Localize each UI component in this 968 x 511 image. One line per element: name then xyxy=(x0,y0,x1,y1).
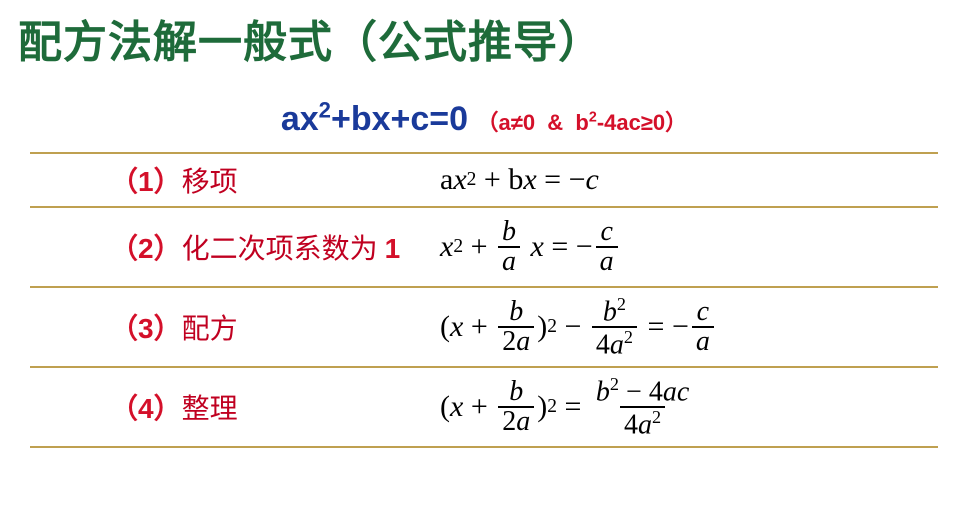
step-number: （3） xyxy=(110,313,182,344)
step-extra-number: 1 xyxy=(385,233,401,264)
step-row: （3）配方(x + b2a)2 − b24a2 = −ca xyxy=(30,288,938,366)
step-text: 移项 xyxy=(182,167,238,198)
step-label: （4）整理 xyxy=(110,387,440,427)
step-text: 配方 xyxy=(182,314,238,345)
divider xyxy=(30,446,938,448)
step-text: 整理 xyxy=(182,394,238,425)
main-equation: ax2+bx+c=0 xyxy=(281,100,468,138)
step-math: (x + b2a)2 = b2 − 4ac4a2 xyxy=(440,375,938,440)
steps-table: （1）移项ax2 + bx = −c（2）化二次项系数为 1x2 + ba x … xyxy=(30,152,938,448)
step-row: （4）整理(x + b2a)2 = b2 − 4ac4a2 xyxy=(30,368,938,446)
page-title: 配方法解一般式（公式推导） xyxy=(18,6,603,70)
step-number: （1） xyxy=(110,166,182,197)
step-row: （2）化二次项系数为 1x2 + ba x = −ca xyxy=(30,208,938,286)
step-label: （1）移项 xyxy=(110,160,440,200)
step-math: x2 + ba x = −ca xyxy=(440,218,938,276)
step-number: （4） xyxy=(110,393,182,424)
step-text: 化二次项系数为 xyxy=(182,234,385,265)
equation-header: ax2+bx+c=0 （a≠0 & b2-4ac≥0） xyxy=(0,98,968,139)
step-math: (x + b2a)2 − b24a2 = −ca xyxy=(440,295,938,360)
step-math: ax2 + bx = −c xyxy=(440,163,938,197)
step-label: （2）化二次项系数为 1 xyxy=(110,227,440,267)
slide: 配方法解一般式（公式推导） ax2+bx+c=0 （a≠0 & b2-4ac≥0… xyxy=(0,0,968,511)
step-row: （1）移项ax2 + bx = −c xyxy=(30,154,938,206)
step-number: （2） xyxy=(110,233,182,264)
equation-condition: （a≠0 & b2-4ac≥0） xyxy=(477,110,688,135)
step-label: （3）配方 xyxy=(110,307,440,347)
